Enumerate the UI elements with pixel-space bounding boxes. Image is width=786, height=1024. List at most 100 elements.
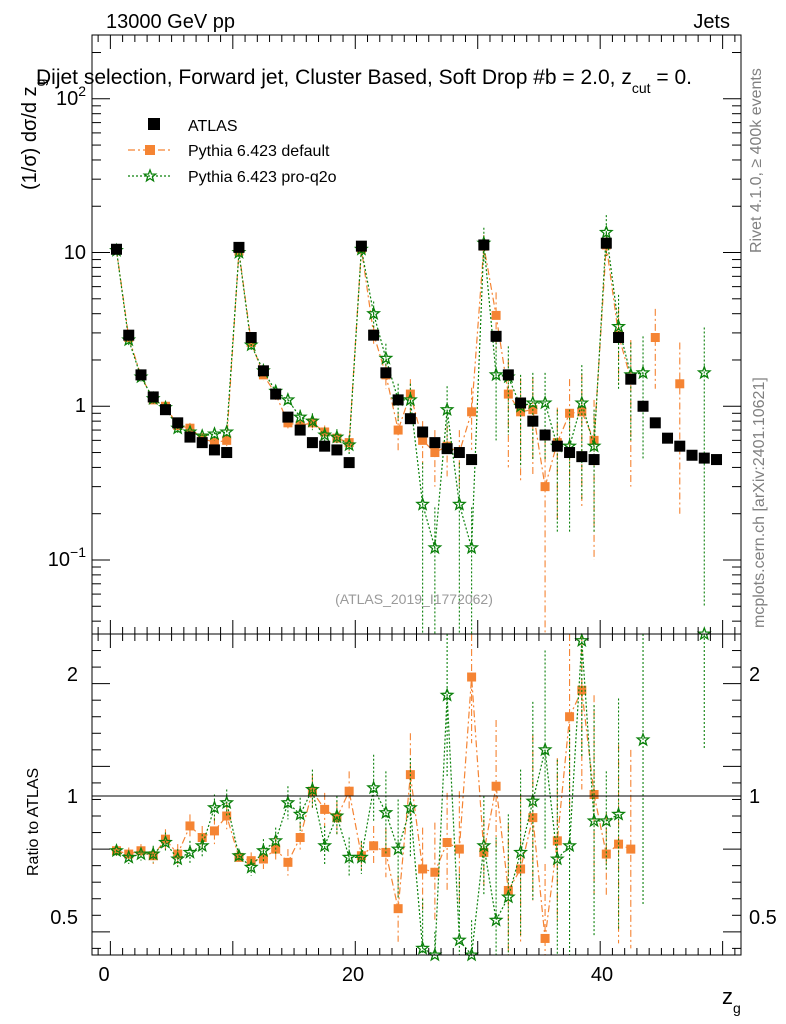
ratio-proq2o-point-31 — [488, 912, 504, 927]
atlas-point-47 — [686, 449, 698, 461]
ratio-proq2o-point-39 — [586, 813, 602, 828]
ratio-proq2o-point-23 — [390, 841, 406, 856]
default-point-38 — [577, 407, 587, 417]
process-label: Jets — [693, 11, 730, 33]
proq2o-point-16 — [304, 413, 320, 428]
default-point-44 — [650, 333, 660, 343]
legend-default-marker — [145, 145, 155, 155]
proq2o-point-43 — [635, 364, 651, 380]
atlas-point-0 — [110, 243, 122, 255]
atlas-point-29 — [466, 454, 478, 466]
legend-proq2o-label: Pythia 6.423 pro-q2o — [188, 169, 337, 186]
ratio-proq2o-point-30 — [476, 837, 492, 853]
ratio-proq2o-point-14 — [280, 794, 296, 810]
atlas-point-13 — [270, 388, 282, 400]
ratio-proq2o-point-9 — [219, 794, 235, 810]
ratio-default-point-15 — [295, 833, 305, 843]
atlas-point-3 — [147, 391, 159, 403]
proq2o-point-31 — [488, 367, 504, 382]
default-point-46 — [675, 379, 685, 389]
atlas-point-21 — [368, 329, 380, 341]
proq2o-point-21 — [366, 305, 382, 321]
main-y-tick-10: 10 — [64, 242, 86, 264]
ratio-y-tick-1-right: 1 — [749, 786, 760, 808]
x-tick-0: 0 — [98, 964, 109, 986]
ratio-y-tick-2-right: 2 — [749, 664, 760, 686]
ratio-proq2o-point-5 — [170, 851, 186, 866]
proq2o-point-27 — [439, 401, 455, 416]
proq2o-point-8 — [206, 426, 223, 441]
ratio-proq2o-point-33 — [513, 844, 529, 859]
ratio-default-point-7 — [197, 833, 207, 843]
proq2o-point-39 — [586, 438, 602, 453]
atlas-point-36 — [551, 440, 563, 452]
atlas-point-43 — [637, 400, 649, 412]
ratio-proq2o-point-22 — [378, 804, 394, 820]
ratio-proq2o-point-41 — [610, 806, 627, 821]
ratio-proq2o-point-35 — [537, 741, 553, 757]
atlas-point-8 — [208, 444, 220, 456]
atlas-point-2 — [135, 369, 147, 381]
main-y-axis-title: (1/σ) dσ/d zg — [19, 79, 48, 190]
atlas-point-45 — [662, 432, 674, 444]
default-point-14 — [283, 418, 293, 428]
ratio-proq2o-point-43 — [635, 731, 651, 747]
atlas-point-30 — [478, 239, 490, 251]
proq2o-point-26 — [427, 539, 443, 555]
ratio-default-point-40 — [601, 849, 611, 859]
main-y-tick-100: 102 — [56, 83, 86, 110]
ratio-default-point-9 — [222, 811, 232, 821]
atlas-point-15 — [294, 424, 306, 436]
selection-title: Dijet selection, Forward jet, Cluster Ba… — [36, 66, 692, 96]
default-point-26 — [430, 448, 440, 458]
rivet-label: Rivet 4.1.0, ≥ 400k events — [748, 68, 765, 253]
default-point-9 — [222, 435, 232, 445]
ratio-default-point-28 — [454, 844, 464, 854]
ratio-proq2o-point-15 — [292, 806, 308, 821]
proq2o-point-18 — [329, 429, 345, 444]
ratio-proq2o-point-40 — [598, 813, 614, 828]
atlas-point-1 — [123, 329, 135, 341]
ratio-proq2o-point-48 — [696, 626, 712, 641]
proq2o-point-17 — [317, 427, 333, 442]
proq2o-point-29 — [464, 539, 480, 555]
ratio-default-point-4 — [160, 834, 170, 844]
proq2o-point-22 — [378, 350, 394, 365]
legend-default-label: Pythia 6.423 default — [188, 143, 330, 160]
atlas-point-18 — [331, 444, 343, 456]
ratio-default-point-37 — [565, 712, 575, 722]
ratio-default-point-23 — [393, 904, 403, 914]
ratio-proq2o-point-34 — [525, 793, 541, 808]
ratio-y-tick-2-left: 2 — [67, 664, 78, 686]
mcplots-label: mcplots.cern.ch [arXiv:2401.10621] — [751, 377, 768, 628]
ratio-proq2o-point-25 — [415, 940, 431, 955]
proq2o-point-41 — [610, 318, 627, 333]
ratio-default-point-6 — [185, 821, 195, 831]
atlas-point-12 — [257, 365, 269, 377]
legend-atlas-label: ATLAS — [188, 118, 238, 135]
proq2o-point-14 — [280, 392, 296, 407]
ratio-default-point-33 — [516, 864, 526, 874]
atlas-point-24 — [404, 413, 416, 425]
ratio-proq2o-point-32 — [500, 889, 516, 904]
atlas-point-25 — [417, 426, 429, 438]
atlas-point-16 — [306, 437, 318, 449]
main-y-tick-1: 1 — [75, 395, 86, 417]
ratio-proq2o-point-18 — [329, 808, 345, 823]
atlas-point-11 — [245, 332, 257, 344]
proq2o-point-35 — [537, 395, 553, 410]
ratio-proq2o-point-1 — [121, 849, 137, 864]
ratio-proq2o-point-11 — [243, 859, 259, 874]
ratio-proq2o-point-0 — [109, 842, 124, 858]
analysis-id: (ATLAS_2019_I1772062) — [335, 591, 493, 607]
ratio-default-point-2 — [136, 846, 146, 856]
ratio-proq2o-point-4 — [158, 834, 173, 849]
ratio-proq2o-point-21 — [366, 780, 382, 795]
atlas-point-42 — [625, 373, 637, 385]
main-plot-marks — [109, 215, 723, 634]
proq2o-point-24 — [402, 392, 418, 407]
atlas-point-23 — [392, 394, 404, 406]
x-axis-title: zg — [722, 984, 741, 1016]
